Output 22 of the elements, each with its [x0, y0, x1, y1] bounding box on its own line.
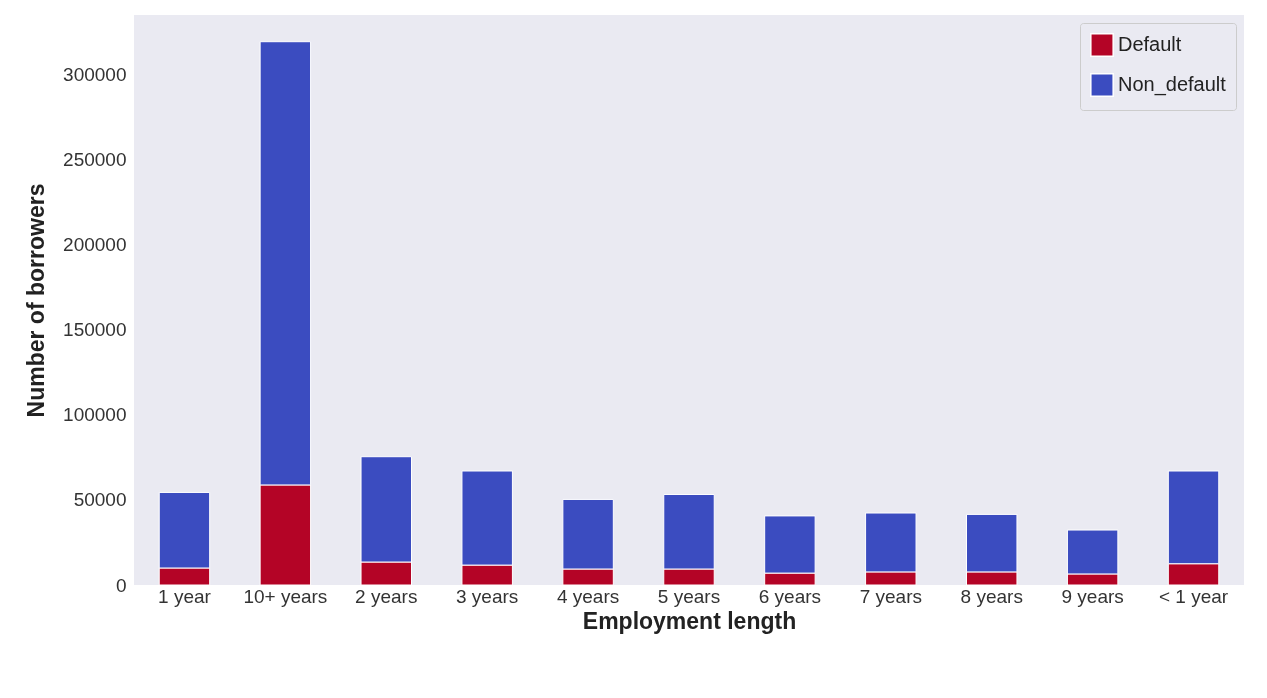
x-tick-label: 10+ years — [243, 585, 328, 607]
y-axis-title: Number of borrowers — [23, 183, 50, 418]
y-tick-label: 300000 — [63, 64, 127, 86]
x-tick-label: 2 years — [355, 585, 418, 607]
legend-label: Non_default — [1118, 73, 1227, 96]
y-tick-label: 150000 — [63, 319, 127, 341]
x-tick-label: 4 years — [556, 585, 620, 607]
y-tick-label: 100000 — [63, 404, 127, 426]
x-tick-label: 3 years — [456, 585, 519, 607]
y-tick-label: 50000 — [73, 489, 127, 511]
x-tick-label: 1 year — [158, 585, 212, 607]
y-tick-label: 0 — [115, 574, 127, 596]
x-axis-title: Employment length — [582, 607, 797, 634]
x-tick-label: 9 years — [1061, 585, 1124, 607]
y-tick-label: 200000 — [63, 234, 127, 256]
x-tick-label: < 1 year — [1158, 585, 1229, 607]
x-tick-label: 7 years — [859, 585, 922, 607]
x-tick-label: 5 years — [657, 585, 721, 607]
x-tick-label: 8 years — [960, 585, 1023, 607]
x-tick-label: 6 years — [758, 585, 822, 607]
legend-label: Default — [1118, 33, 1182, 55]
y-tick-label: 250000 — [63, 149, 127, 171]
